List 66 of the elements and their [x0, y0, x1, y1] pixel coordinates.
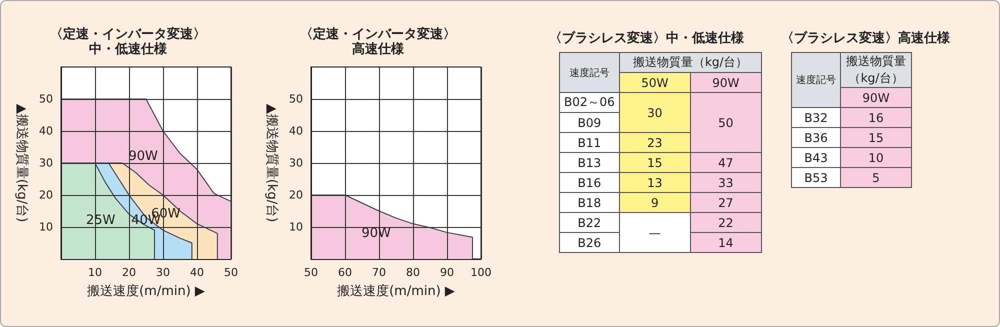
category-label: B43	[792, 148, 840, 168]
category-label: B32	[792, 108, 840, 128]
data-label: 9	[619, 192, 690, 212]
data-label: 13	[619, 172, 690, 192]
data-label: 10	[840, 148, 912, 168]
x-tick-label: 90	[440, 266, 454, 279]
x-axis-title: 搬送速度(m/min) ▶	[337, 283, 455, 299]
data-label: 27	[690, 192, 762, 212]
data-label: 22	[690, 212, 762, 232]
x-tick-label: 70	[372, 266, 386, 279]
x-tick-label: 50	[304, 266, 318, 279]
category-label: B22	[560, 212, 620, 232]
y-axis-title: ▲搬送物質量(kg/台)	[14, 104, 30, 222]
x-tick-label: 30	[156, 266, 170, 279]
chart-title: 〈定速・インバータ変速〉	[50, 26, 206, 42]
category-label: B16	[560, 172, 620, 192]
data-label: —	[619, 212, 690, 252]
text: 搬送物質量（kg/台）	[619, 52, 762, 72]
y-tick-label: 30	[289, 156, 303, 170]
x-tick-label: 10	[88, 266, 102, 279]
category-label: B36	[792, 128, 840, 148]
category-label: B13	[560, 152, 620, 172]
x-tick-label: 20	[122, 266, 136, 279]
series-label: 90W	[690, 72, 762, 92]
series-label: 90W	[840, 88, 912, 108]
data-label: 14	[690, 232, 762, 252]
y-tick-label: 40	[39, 124, 53, 138]
category-label: B02～06	[560, 92, 620, 112]
data-label: 15	[840, 128, 912, 148]
y-tick-label: 30	[39, 156, 53, 170]
y-tick-label: 20	[289, 188, 303, 202]
data-label: 47	[690, 152, 762, 172]
data-label: 15	[619, 152, 690, 172]
category-label: B53	[792, 168, 840, 188]
y-tick-label: 50	[39, 92, 53, 106]
y-tick-label: 10	[39, 220, 53, 234]
data-label: 5	[840, 168, 912, 188]
y-tick-label: 50	[289, 92, 303, 106]
x-axis-title: 搬送速度(m/min) ▶	[87, 283, 205, 299]
series-label: 50W	[619, 72, 690, 92]
y-axis-title: ▲搬送物質量(kg/台)	[264, 104, 280, 222]
category-label: B26	[560, 232, 620, 252]
category-label: B09	[560, 112, 620, 132]
text: 〈ブラシレス変速〉高速仕様	[781, 30, 950, 47]
text: 搬送物質量（kg/台）	[840, 52, 912, 88]
data-label: 33	[690, 172, 762, 192]
text: 速度記号	[560, 52, 620, 92]
data-label: 30	[619, 92, 690, 132]
category-label: B11	[560, 132, 620, 152]
chart-subtitle: 高速仕様	[352, 41, 405, 57]
data-label: 50	[690, 92, 762, 152]
x-tick-label: 80	[406, 266, 420, 279]
y-tick-label: 20	[39, 188, 53, 202]
category-label: B18	[560, 192, 620, 212]
x-tick-label: 60	[338, 266, 352, 279]
text: 〈ブラシレス変速〉中・低速仕様	[549, 30, 745, 47]
chart-subtitle: 中・低速仕様	[89, 41, 168, 57]
x-tick-label: 50	[224, 266, 238, 279]
data-label: 16	[840, 108, 912, 128]
y-tick-label: 10	[289, 220, 303, 234]
x-tick-label: 100	[470, 266, 492, 279]
y-tick-label: 40	[289, 124, 303, 138]
text: 速度記号	[792, 52, 840, 108]
chart-title: 〈定速・インバータ変速〉	[300, 26, 456, 42]
data-label: 23	[619, 132, 690, 152]
x-tick-label: 40	[190, 266, 204, 279]
